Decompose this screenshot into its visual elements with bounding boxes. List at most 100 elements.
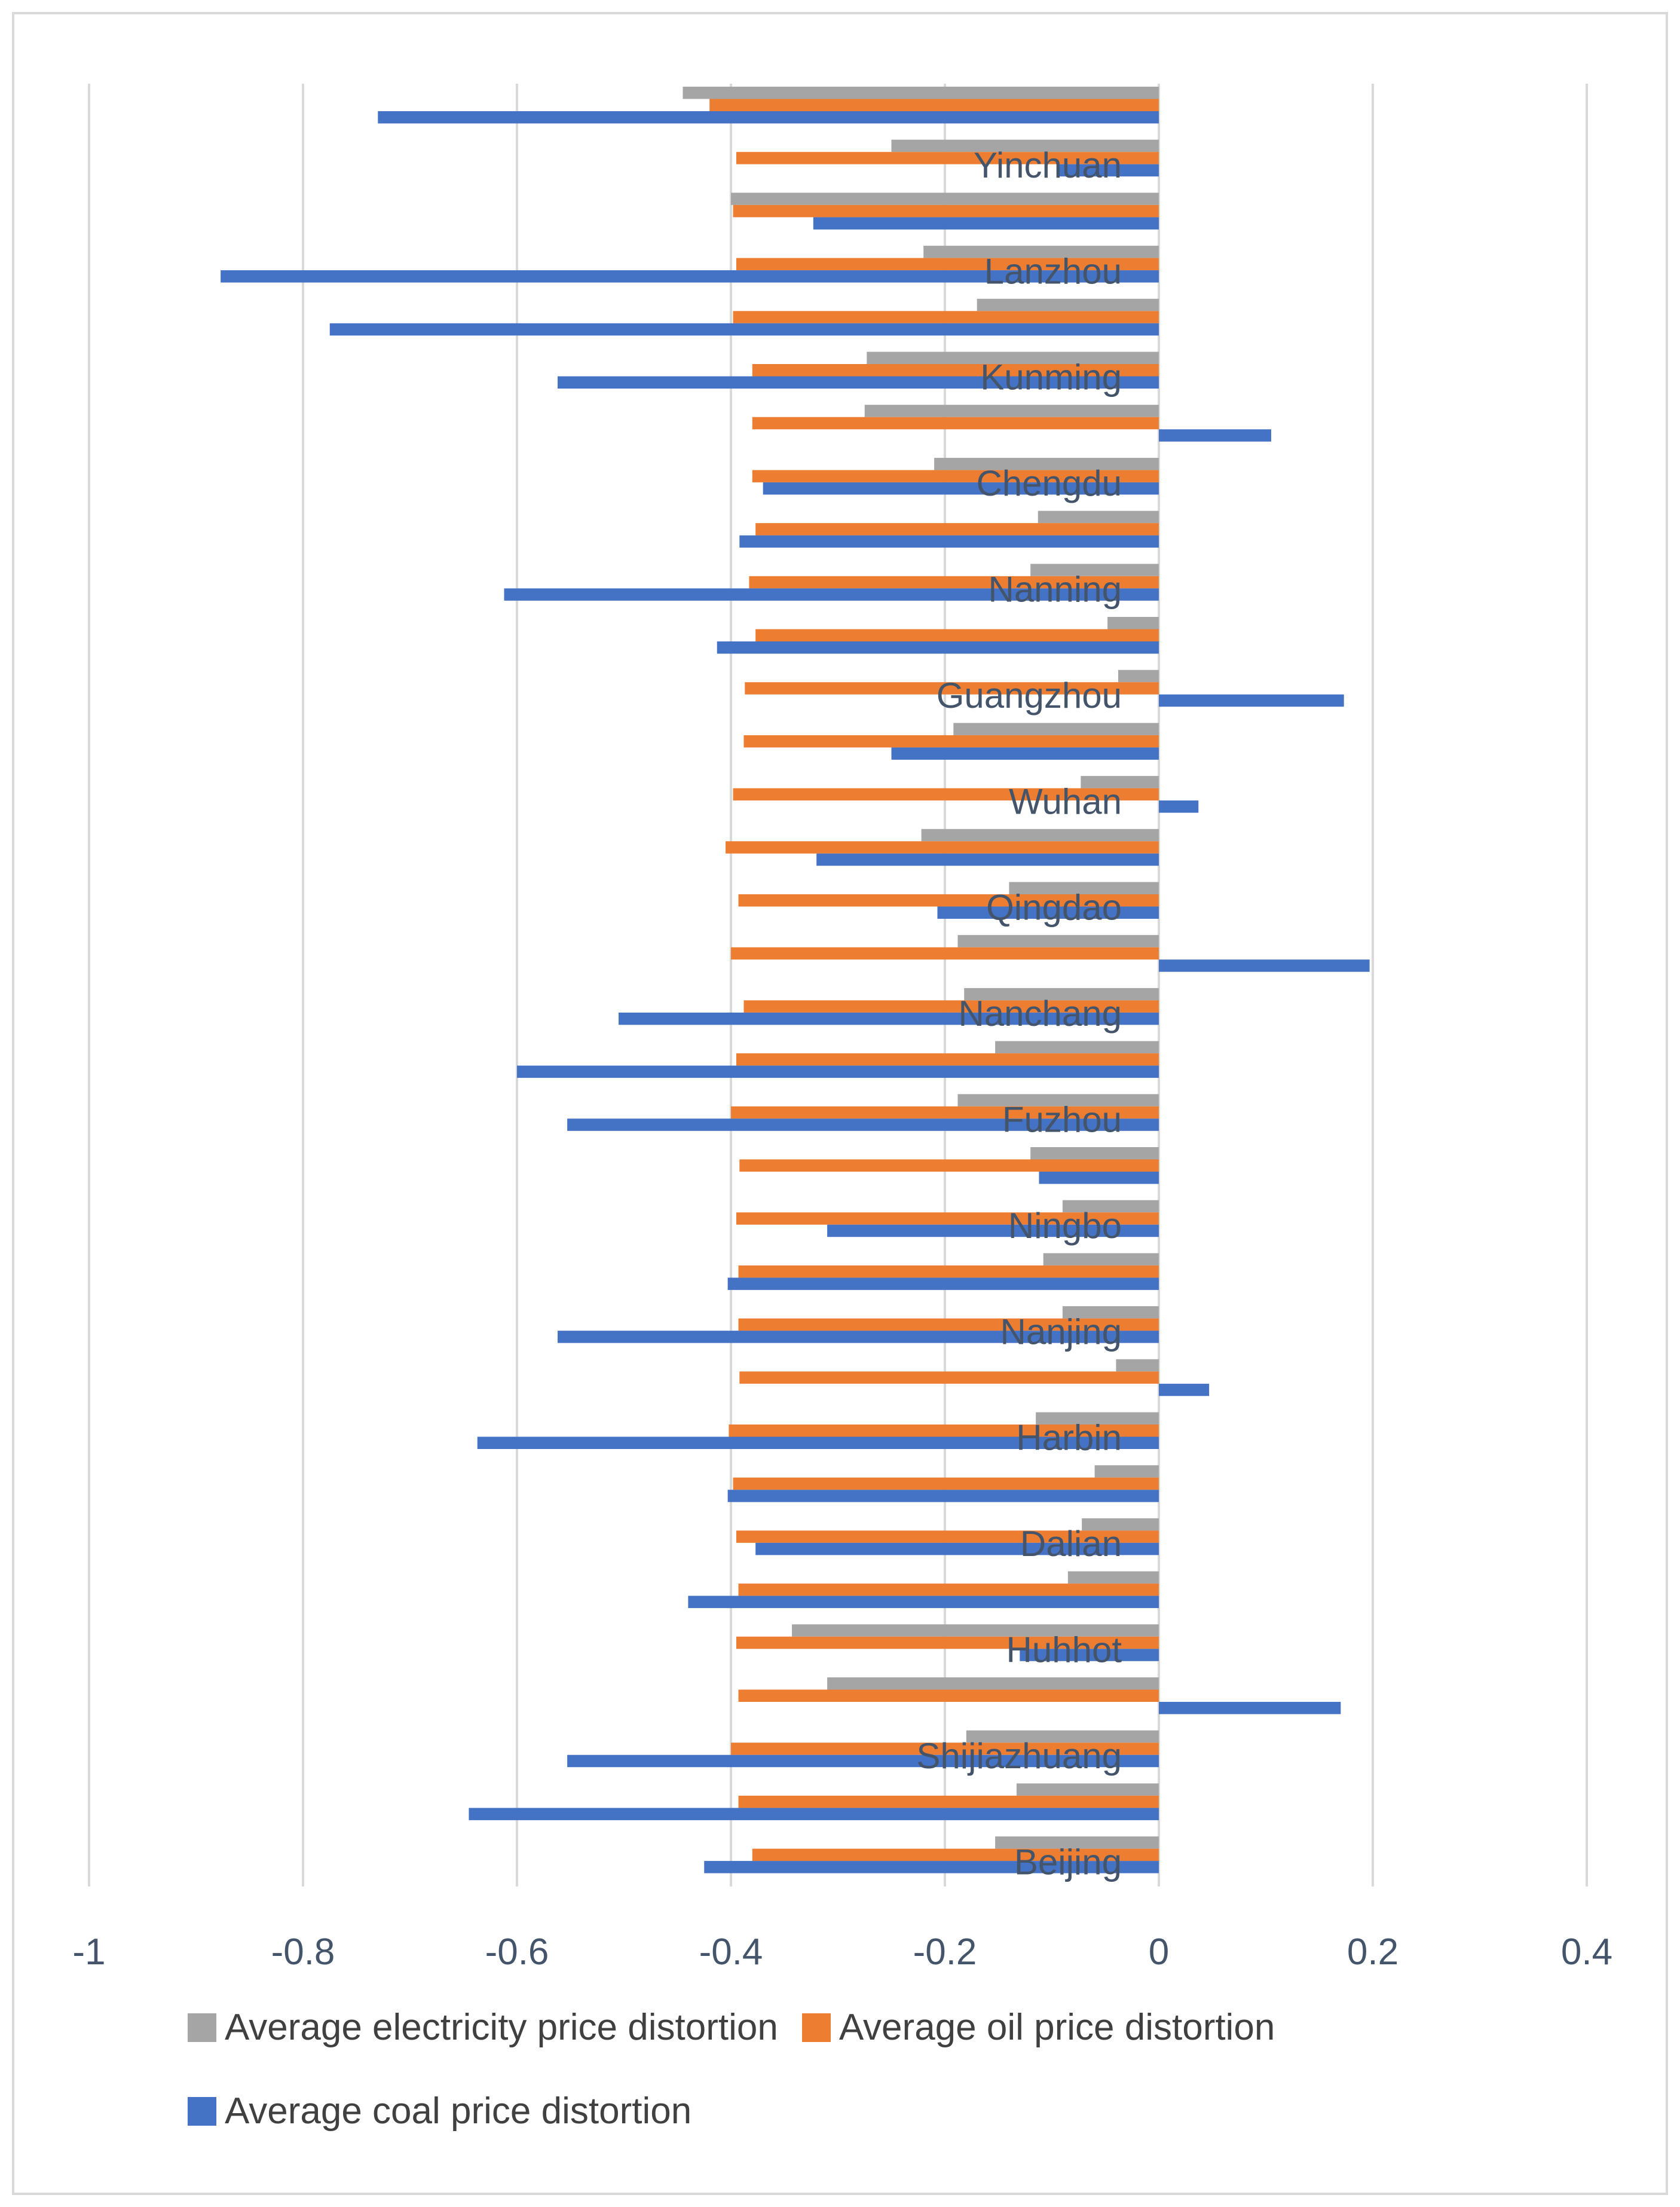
bar-oil-row-31 xyxy=(731,1743,1159,1755)
bar-coal-row-19 xyxy=(567,1118,1159,1131)
bar-coal-row-18 xyxy=(517,1065,1159,1078)
legend-swatch-oil xyxy=(801,2013,831,2042)
bar-oil-row-15 xyxy=(738,894,1159,907)
bar-oil-row-10 xyxy=(755,629,1159,641)
bar-oil-row-27 xyxy=(736,1530,1159,1543)
bar-coal-row-24 xyxy=(1159,1383,1210,1396)
category-labels: Yinchuan Lanzhou Kunming Chengdu Nanning Guan… xyxy=(916,145,1122,1882)
bar-oil-row-1 xyxy=(736,152,1159,164)
bar-coal-row-0 xyxy=(378,111,1159,124)
bar-coal-row-15 xyxy=(937,906,1159,919)
bar-oil-row-13 xyxy=(733,788,1159,801)
category-label-fuzhou: Fuzhou xyxy=(1002,1099,1122,1139)
bar-oil-row-23 xyxy=(738,1318,1159,1331)
bar-coal-row-28 xyxy=(688,1595,1159,1609)
bar-oil-row-20 xyxy=(739,1159,1159,1172)
bar-electricity-row-11 xyxy=(1118,670,1159,683)
category-label-yinchuan: Yinchuan xyxy=(974,145,1122,185)
category-label-nanjing: Nanjing xyxy=(1000,1312,1122,1352)
bar-oil-row-26 xyxy=(733,1477,1159,1490)
bar-oil-row-3 xyxy=(736,258,1159,271)
bar-coal-row-16 xyxy=(1159,959,1370,972)
bar-oil-row-11 xyxy=(745,682,1159,695)
category-label-kunming: Kunming xyxy=(980,357,1122,398)
bar-electricity-row-17 xyxy=(964,988,1159,1001)
bar-coal-row-29 xyxy=(1020,1649,1159,1661)
bar-electricity-row-4 xyxy=(977,298,1159,311)
category-label-beijing: Beijing xyxy=(1014,1842,1122,1882)
bar-electricity-row-33 xyxy=(995,1836,1159,1849)
category-label-wuhan: Wuhan xyxy=(1009,781,1122,821)
bar-electricity-row-9 xyxy=(1030,564,1159,576)
bar-oil-row-22 xyxy=(738,1265,1159,1278)
category-label-chengdu: Chengdu xyxy=(976,463,1122,503)
legend-swatch-coal xyxy=(188,2096,216,2126)
bar-electricity-row-3 xyxy=(923,246,1159,258)
bar-coal-row-22 xyxy=(727,1277,1159,1290)
bar-coal-row-13 xyxy=(1159,800,1199,813)
gridlines xyxy=(88,84,1588,1887)
bar-electricity-row-13 xyxy=(1081,776,1159,788)
category-label-guangzhou: Guangzhou xyxy=(937,675,1122,716)
bar-coal-row-25 xyxy=(477,1436,1159,1449)
bar-oil-row-29 xyxy=(736,1636,1159,1649)
bar-electricity-row-2 xyxy=(731,192,1159,205)
bar-oil-row-9 xyxy=(749,576,1159,589)
bar-electricity-row-22 xyxy=(1043,1253,1159,1265)
x-tick-label-0: -1 xyxy=(72,1931,105,1973)
bar-coal-row-12 xyxy=(891,747,1159,760)
bar-coal-row-33 xyxy=(704,1861,1159,1873)
bar-electricity-row-0 xyxy=(683,87,1159,99)
bar-electricity-row-1 xyxy=(891,139,1159,152)
legend-label-oil: Average oil price distortion xyxy=(839,2007,1275,2048)
x-tick-label-4: -0.2 xyxy=(913,1931,977,1973)
category-label-qingdao: Qingdao xyxy=(986,888,1122,928)
bar-oil-row-21 xyxy=(736,1212,1159,1225)
legend-item-electricity: Average electricity price distortion xyxy=(188,2006,778,2049)
bar-electricity-row-14 xyxy=(921,829,1159,842)
bar-electricity-row-15 xyxy=(1009,882,1159,894)
bar-electricity-row-18 xyxy=(995,1041,1159,1054)
category-label-shijiazhuang: Shijiazhuang xyxy=(916,1736,1122,1776)
bar-oil-row-24 xyxy=(739,1371,1159,1384)
bars xyxy=(221,87,1370,1873)
category-label-harbin: Harbin xyxy=(1016,1418,1122,1458)
bar-oil-row-2 xyxy=(733,204,1159,218)
bar-electricity-row-21 xyxy=(1062,1200,1159,1213)
bar-coal-row-5 xyxy=(558,376,1159,389)
bar-oil-row-7 xyxy=(752,470,1159,482)
bar-coal-row-21 xyxy=(827,1224,1159,1237)
legend-item-oil: Average oil price distortion xyxy=(801,2006,1275,2049)
bar-coal-row-26 xyxy=(727,1490,1159,1502)
bar-electricity-row-10 xyxy=(1107,617,1159,629)
bar-electricity-row-24 xyxy=(1116,1359,1159,1372)
bar-oil-row-0 xyxy=(709,99,1159,111)
bar-oil-row-19 xyxy=(731,1106,1159,1119)
bar-coal-row-9 xyxy=(504,588,1159,601)
bar-electricity-row-8 xyxy=(1038,511,1159,524)
category-label-nanning: Nanning xyxy=(988,569,1122,609)
bar-oil-row-16 xyxy=(731,947,1159,960)
category-label-ningbo: Ningbo xyxy=(1008,1206,1122,1246)
legend-row-2: Average coal price distortion xyxy=(188,2090,715,2132)
bar-coal-row-10 xyxy=(717,641,1159,654)
bar-coal-row-7 xyxy=(763,482,1159,495)
bar-electricity-row-6 xyxy=(864,405,1159,417)
legend-row-1: Average electricity price distortion Ave… xyxy=(188,2006,1299,2049)
category-label-dalian: Dalian xyxy=(1020,1524,1122,1564)
bar-electricity-row-20 xyxy=(1030,1147,1159,1160)
bar-oil-row-32 xyxy=(738,1795,1159,1808)
bar-electricity-row-5 xyxy=(867,351,1159,364)
bar-oil-row-30 xyxy=(738,1689,1159,1702)
bar-oil-row-25 xyxy=(729,1425,1159,1437)
bar-oil-row-14 xyxy=(726,841,1159,854)
bar-electricity-row-23 xyxy=(1062,1306,1159,1319)
bar-coal-row-31 xyxy=(567,1754,1159,1768)
category-label-huhhot: Huhhot xyxy=(1006,1630,1122,1670)
bar-oil-row-17 xyxy=(743,1000,1159,1013)
bar-coal-row-17 xyxy=(619,1012,1159,1025)
category-label-lanzhou: Lanzhou xyxy=(984,251,1122,291)
bar-electricity-row-25 xyxy=(1036,1412,1159,1425)
bar-oil-row-6 xyxy=(752,417,1159,430)
bar-oil-row-33 xyxy=(752,1848,1159,1861)
